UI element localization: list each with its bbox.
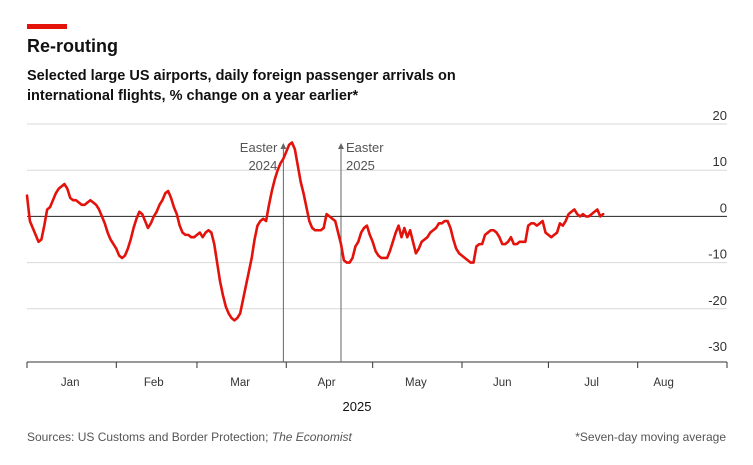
y-tick-label: 20 (713, 108, 727, 123)
x-tick-label: Feb (144, 377, 164, 389)
x-tick-label: May (405, 377, 427, 389)
y-tick-label: -10 (708, 247, 727, 262)
annotation-label: 2024 (248, 158, 277, 173)
y-tick-label: 10 (713, 154, 727, 169)
annotation-label: 2025 (346, 158, 375, 173)
brand-accent-bar (27, 24, 67, 29)
y-tick-label: -30 (708, 339, 727, 354)
y-tick-label: -20 (708, 293, 727, 308)
x-tick-label: Jun (493, 377, 512, 389)
x-tick-label: Aug (653, 377, 673, 389)
chart-title: Re-routing (27, 36, 118, 56)
x-axis-label: 2025 (343, 399, 372, 414)
series-line (25, 141, 605, 322)
annotation-label: Easter (346, 140, 384, 155)
x-tick-label: Mar (230, 377, 250, 389)
y-tick-label: 0 (720, 200, 727, 215)
x-tick-label: Apr (318, 377, 336, 389)
footnote: *Seven-day moving average (575, 430, 726, 444)
annotation-arrow (280, 143, 287, 149)
chart-subtitle: Selected large US airports, daily foreig… (27, 68, 456, 104)
source-italic: The Economist (271, 430, 352, 444)
source-note: Sources: US Customs and Border Protectio… (27, 430, 352, 444)
annotation-label: Easter (240, 140, 278, 155)
x-tick-label: Jul (584, 377, 599, 389)
x-tick-label: Jan (61, 377, 80, 389)
annotation-arrow (337, 143, 344, 149)
source-prefix: Sources: US Customs and Border Protectio… (27, 430, 272, 444)
